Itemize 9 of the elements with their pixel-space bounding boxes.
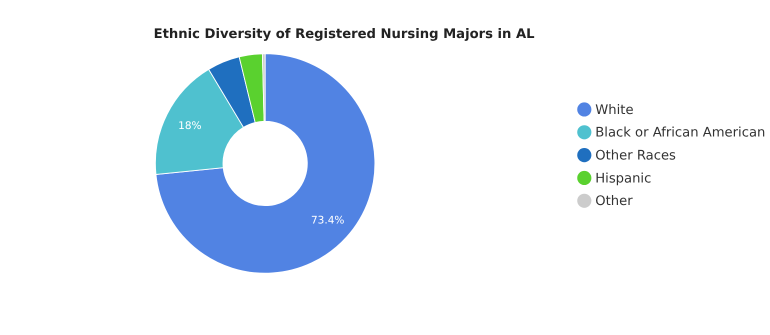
donut-slice — [156, 53, 376, 274]
chart-title: Ethnic Diversity of Registered Nursing Majors in AL — [154, 26, 536, 42]
legend-label: White — [595, 102, 634, 118]
legend-label: Other — [595, 194, 634, 210]
data-label: 18% — [178, 120, 202, 132]
data-label: 73.4% — [310, 214, 344, 227]
legend-label: Hispanic — [595, 171, 652, 186]
legend-label: Other Races — [595, 148, 676, 164]
legend-label: Black or African American — [595, 126, 766, 141]
